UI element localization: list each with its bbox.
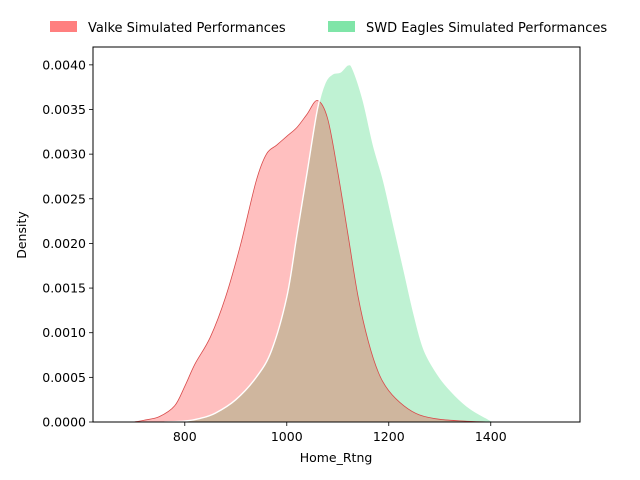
y-tick-label: 0.0015 (42, 281, 86, 296)
y-tick-label: 0.0025 (42, 191, 86, 206)
legend-label-valke: Valke Simulated Performances (88, 21, 286, 36)
x-tick-label: 1000 (271, 429, 303, 444)
legend: Valke Simulated Performances SWD Eagles … (50, 21, 607, 36)
outline-series-swd-eagles (164, 63, 532, 422)
y-axis: 0.0000 0.0005 0.0010 0.0015 0.0020 0.0025 0.00… (42, 57, 93, 430)
y-tick-label: 0.0000 (42, 415, 86, 430)
x-tick-label: 1400 (475, 429, 507, 444)
legend-swatch-swd-eagles (328, 21, 355, 32)
y-tick-label: 0.0005 (42, 370, 86, 385)
outline-series-valke (133, 100, 491, 422)
x-axis: 800 1000 1200 1400 (173, 422, 507, 444)
y-tick-label: 0.0010 (42, 325, 86, 340)
y-tick-label: 0.0030 (42, 147, 86, 162)
legend-swatch-valke (50, 21, 77, 32)
y-tick-label: 0.0020 (42, 236, 86, 251)
legend-label-swd-eagles: SWD Eagles Simulated Performances (366, 21, 607, 36)
y-axis-label: Density (14, 211, 29, 259)
y-tick-label: 0.0035 (42, 102, 86, 117)
x-tick-label: 800 (173, 429, 197, 444)
plot-area (133, 63, 532, 422)
x-axis-label: Home_Rtng (300, 450, 373, 465)
y-tick-label: 0.0040 (42, 57, 86, 72)
plot-frame (92, 46, 581, 423)
x-tick-label: 1200 (373, 429, 405, 444)
area-overlap (164, 100, 491, 422)
